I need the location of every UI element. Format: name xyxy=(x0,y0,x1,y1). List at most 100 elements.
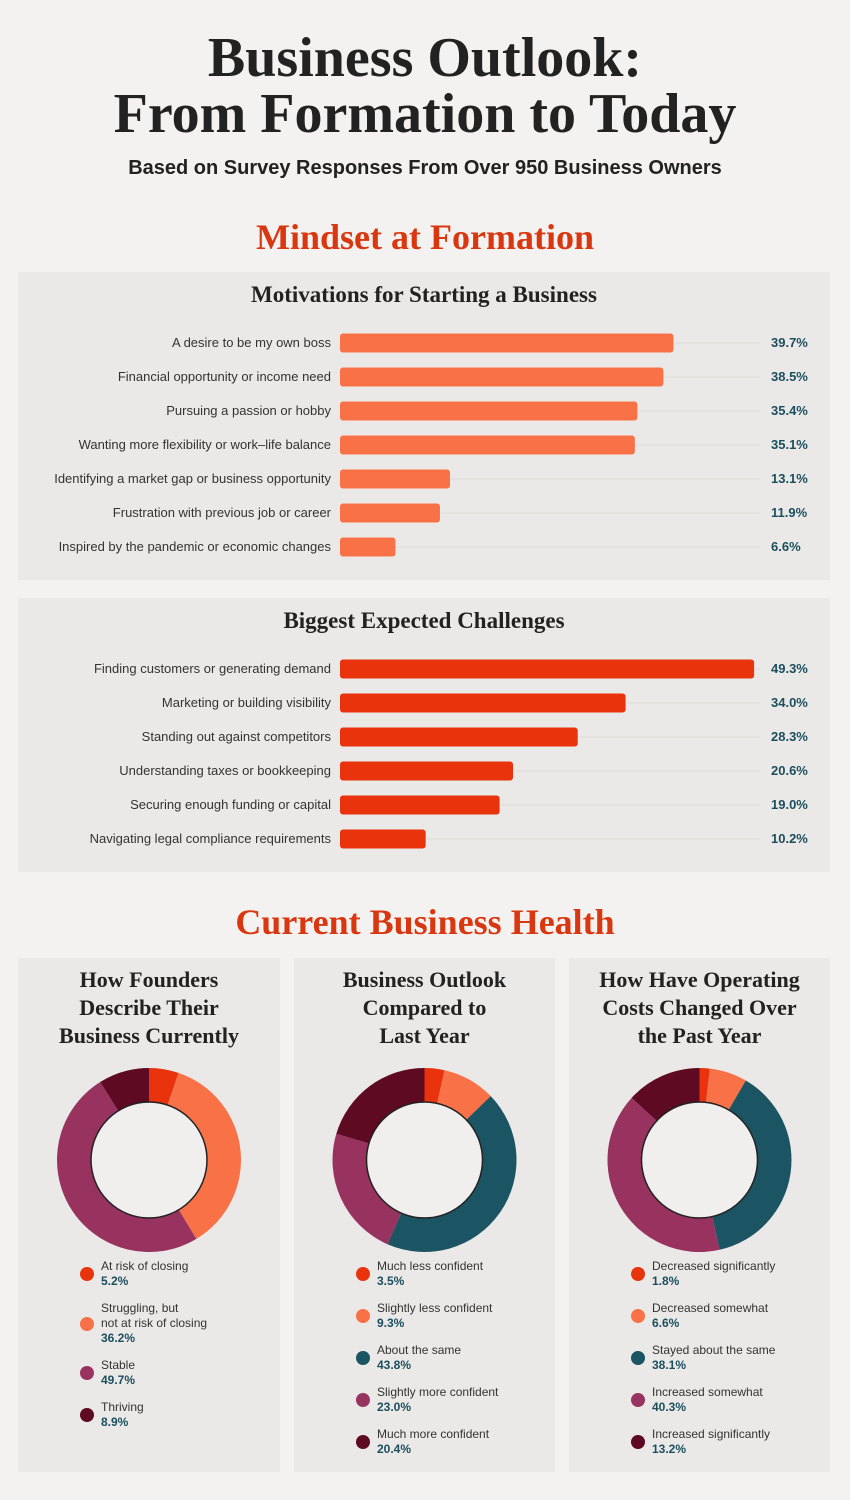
section-title: Mindset at Formation xyxy=(256,217,594,257)
bar xyxy=(340,401,638,421)
bar xyxy=(340,435,635,455)
bar xyxy=(340,795,500,815)
donut-slice xyxy=(699,1068,710,1103)
legend-item: Decreased somewhat 6.6% xyxy=(631,1301,775,1331)
legend-swatch xyxy=(356,1351,370,1365)
legend-text: Much more confident 20.4% xyxy=(377,1427,489,1457)
donut-hole xyxy=(365,1101,484,1219)
legend-text: About the same 43.8% xyxy=(377,1343,461,1373)
legend-swatch xyxy=(80,1408,94,1422)
legend-text: At risk of closing 5.2% xyxy=(101,1259,188,1289)
value-label: 11.9% xyxy=(771,505,808,520)
chart-title: How Founders Describe Their Business Cur… xyxy=(59,967,239,1048)
donut-slice xyxy=(149,1068,179,1106)
bar xyxy=(340,829,426,849)
donut-slice xyxy=(100,1068,149,1111)
category-label: Standing out against competitors xyxy=(141,729,331,744)
bar xyxy=(340,537,396,557)
value-label: 28.3% xyxy=(771,729,808,744)
donut-hole xyxy=(90,1101,208,1219)
legend-swatch xyxy=(356,1267,370,1281)
legend-label: Slightly more confident xyxy=(377,1385,499,1399)
legend-label: Increased significantly xyxy=(652,1427,771,1441)
legend-value: 5.2% xyxy=(101,1274,129,1288)
donut-slice xyxy=(332,1133,402,1245)
legend-item: At risk of closing 5.2% xyxy=(80,1259,207,1289)
bar xyxy=(340,469,451,489)
category-label: Finding customers or generating demand xyxy=(93,661,331,676)
legend-value: 40.3% xyxy=(652,1400,687,1414)
category-label: Understanding taxes or bookkeeping xyxy=(119,763,331,778)
bar xyxy=(340,727,578,747)
legend-swatch xyxy=(356,1393,370,1407)
legend-value: 43.8% xyxy=(377,1358,412,1372)
donut-slice xyxy=(336,1068,425,1144)
legend-swatch xyxy=(631,1309,645,1323)
legend-label: Much more confident xyxy=(377,1427,490,1441)
category-label: Marketing or building visibility xyxy=(161,695,331,710)
legend: At risk of closing 5.2% Struggling, but no… xyxy=(80,1259,207,1430)
donut-slice xyxy=(631,1068,700,1121)
legend-value: 9.3% xyxy=(377,1316,405,1330)
legend-label: Thriving xyxy=(101,1400,144,1414)
donut-hole xyxy=(640,1101,759,1219)
category-label: Inspired by the pandemic or economic cha… xyxy=(58,539,331,554)
legend-text: Stable 49.7% xyxy=(101,1358,135,1388)
donut-slice xyxy=(424,1068,445,1104)
legend-text: Increased somewhat 40.3% xyxy=(652,1385,763,1415)
legend-text: Slightly more confident 23.0% xyxy=(377,1385,498,1415)
legend-label: Stayed about the same xyxy=(652,1343,776,1357)
donut-slice xyxy=(712,1080,792,1250)
legend-label: Slightly less confident xyxy=(377,1301,493,1315)
legend-text: Much less confident 3.5% xyxy=(377,1259,483,1289)
legend-value: 38.1% xyxy=(652,1358,687,1372)
donut-slice xyxy=(607,1097,720,1252)
legend-swatch xyxy=(80,1267,94,1281)
legend-swatch xyxy=(631,1267,645,1281)
category-label: A desire to be my own boss xyxy=(172,335,331,350)
value-label: 35.4% xyxy=(771,403,808,418)
legend-item: Slightly more confident 23.0% xyxy=(356,1385,498,1415)
legend-text: Thriving 8.9% xyxy=(101,1400,144,1430)
legend-swatch xyxy=(356,1435,370,1449)
chart-title: Business Outlook Compared to Last Year xyxy=(342,967,507,1048)
legend-item: Stable 49.7% xyxy=(80,1358,207,1388)
legend-swatch xyxy=(356,1309,370,1323)
donut-slice xyxy=(57,1082,197,1252)
bar xyxy=(340,367,664,387)
legend-label: Decreased somewhat xyxy=(652,1301,769,1315)
legend-label: About the same xyxy=(377,1343,462,1357)
bar xyxy=(340,659,755,679)
legend-item: Much more confident 20.4% xyxy=(356,1427,498,1457)
legend-item: Slightly less confident 9.3% xyxy=(356,1301,498,1331)
legend-value: 1.8% xyxy=(652,1274,680,1288)
legend-swatch xyxy=(631,1393,645,1407)
category-label: Wanting more flexibility or work–life ba… xyxy=(78,437,331,452)
page-title: Business Outlook: From Formation to Toda… xyxy=(113,27,737,145)
legend-item: Struggling, but not at risk of closing 36… xyxy=(80,1301,207,1346)
legend-value: 6.6% xyxy=(652,1316,680,1330)
category-label: Frustration with previous job or career xyxy=(112,505,331,520)
value-label: 38.5% xyxy=(771,369,808,384)
chart-title: Biggest Expected Challenges xyxy=(283,608,565,633)
category-label: Pursuing a passion or hobby xyxy=(166,403,331,418)
value-label: 10.2% xyxy=(771,831,808,846)
legend-label: Stable xyxy=(101,1358,136,1372)
legend-item: About the same 43.8% xyxy=(356,1343,498,1373)
legend-value: 13.2% xyxy=(652,1442,687,1456)
legend-swatch xyxy=(80,1316,94,1331)
legend-value: 23.0% xyxy=(377,1400,412,1414)
bar xyxy=(340,333,674,353)
value-label: 39.7% xyxy=(771,335,808,350)
legend-value: 3.5% xyxy=(377,1274,405,1288)
legend-label: Much less confident xyxy=(377,1259,484,1273)
legend-label: Decreased significantly xyxy=(652,1259,776,1273)
legend-item: Stayed about the same 38.1% xyxy=(631,1343,775,1373)
legend-label: At risk of closing xyxy=(101,1259,189,1273)
legend-value: 36.2% xyxy=(101,1331,136,1345)
value-label: 6.6% xyxy=(771,539,801,554)
bar xyxy=(340,503,440,523)
legend-label: Struggling, but not at risk of closing xyxy=(101,1301,208,1330)
